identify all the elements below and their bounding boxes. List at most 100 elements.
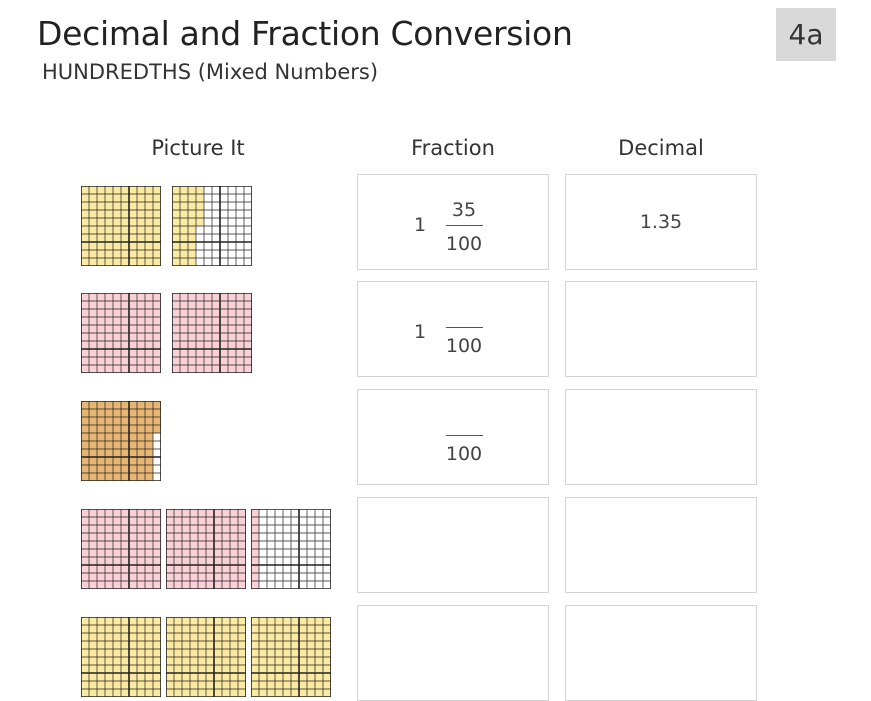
fraction-answer-box[interactable] [357,174,549,270]
shaded-cell [196,301,204,309]
shaded-cell [182,557,190,565]
shaded-cell [188,357,196,365]
shaded-cell [283,689,291,697]
shaded-cell [198,525,206,533]
shaded-cell [228,293,236,301]
shaded-cell [204,317,212,325]
shaded-cell [323,681,331,689]
shaded-cell [137,349,145,357]
shaded-cell [129,226,137,234]
fraction-answer-box[interactable] [357,281,549,377]
shaded-cell [137,517,145,525]
shaded-cell [172,333,180,341]
shaded-cell [180,325,188,333]
shaded-cell [121,293,129,301]
fraction-answer-box[interactable] [357,389,549,485]
shaded-cell [81,234,89,242]
shaded-cell [97,425,105,433]
shaded-cell [121,449,129,457]
shaded-cell [105,194,113,202]
shaded-cell [105,689,113,697]
shaded-cell [206,525,214,533]
shaded-cell [121,409,129,417]
shaded-cell [129,581,137,589]
shaded-cell [145,365,153,373]
shaded-cell [113,293,121,301]
shaded-cell [113,549,121,557]
shaded-cell [206,689,214,697]
shaded-cell [81,433,89,441]
shaded-cell [307,681,315,689]
fraction-answer-box[interactable] [357,605,549,701]
shaded-cell [153,202,161,210]
shaded-cell [230,509,238,517]
shaded-cell [113,309,121,317]
shaded-cell [145,657,153,665]
shaded-cell [89,349,97,357]
shaded-cell [180,186,188,194]
shaded-cell [244,325,252,333]
shaded-cell [214,573,222,581]
shaded-cell [283,649,291,657]
shaded-cell [180,341,188,349]
shaded-cell [267,641,275,649]
shaded-cell [188,349,196,357]
shaded-cell [196,293,204,301]
fraction-answer-box[interactable] [357,497,549,593]
shaded-cell [105,202,113,210]
decimal-answer-box[interactable] [565,605,757,701]
shaded-cell [182,573,190,581]
shaded-cell [198,689,206,697]
shaded-cell [172,293,180,301]
shaded-cell [81,317,89,325]
shaded-cell [81,293,89,301]
shaded-cell [137,433,145,441]
shaded-cell [212,301,220,309]
shaded-cell [222,673,230,681]
shaded-cell [81,649,89,657]
shaded-cell [198,517,206,525]
shaded-cell [251,581,259,589]
shaded-cell [137,549,145,557]
shaded-cell [228,349,236,357]
shaded-cell [97,333,105,341]
shaded-cell [113,541,121,549]
fraction-bar [446,225,483,226]
decimal-answer-box[interactable] [565,389,757,485]
shaded-cell [145,633,153,641]
shaded-cell [121,218,129,226]
shaded-cell [97,581,105,589]
shaded-cell [299,689,307,697]
shaded-cell [206,565,214,573]
shaded-cell [153,234,161,242]
shaded-cell [153,533,161,541]
fraction-bar [446,327,483,328]
shaded-cell [259,689,267,697]
shaded-cell [251,517,259,525]
shaded-cell [121,625,129,633]
shaded-cell [180,357,188,365]
shaded-cell [283,681,291,689]
shaded-cell [166,573,174,581]
shaded-cell [121,557,129,565]
shaded-cell [198,673,206,681]
shaded-cell [137,657,145,665]
shaded-cell [105,625,113,633]
shaded-cell [129,673,137,681]
shaded-cell [137,365,145,373]
shaded-cell [204,333,212,341]
shaded-cell [121,617,129,625]
shaded-cell [182,509,190,517]
decimal-answer-box[interactable] [565,174,757,270]
shaded-cell [315,657,323,665]
decimal-answer-box[interactable] [565,497,757,593]
shaded-cell [259,641,267,649]
decimal-answer-box[interactable] [565,281,757,377]
shaded-cell [105,242,113,250]
shaded-cell [129,525,137,533]
shaded-cell [113,202,121,210]
shaded-cell [172,258,180,266]
shaded-cell [214,509,222,517]
shaded-cell [214,517,222,525]
shaded-cell [89,689,97,697]
